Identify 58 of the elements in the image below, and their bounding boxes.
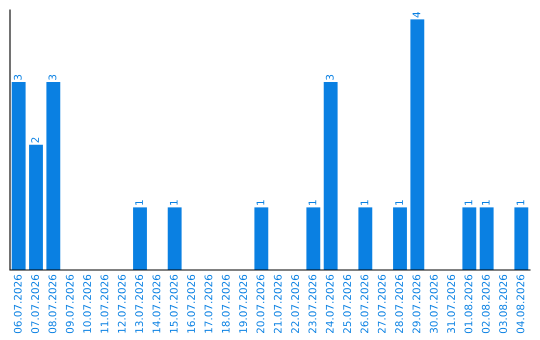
data-label: 1 (516, 200, 524, 205)
data-label: 1 (482, 200, 490, 205)
x-tick-label: 23.07.2026 (308, 274, 316, 334)
x-tick-label: 30.07.2026 (430, 274, 438, 334)
x-tick-label: 20.07.2026 (256, 274, 264, 334)
x-tick-label: 07.07.2026 (31, 274, 40, 334)
x-tick-label: 26.07.2026 (360, 274, 368, 334)
data-label: 1 (308, 200, 316, 205)
bar (462, 207, 476, 270)
x-tick-label: 03.08.2026 (499, 274, 508, 334)
bar (168, 207, 182, 270)
data-label: 1 (256, 200, 264, 205)
data-label: 1 (464, 200, 472, 205)
bar (393, 207, 407, 270)
x-tick-label: 11.07.2026 (100, 274, 108, 333)
x-tick-label: 12.07.2026 (118, 274, 126, 333)
bar (254, 207, 268, 270)
x-tick-label: 13.07.2026 (135, 274, 144, 333)
data-label: 1 (170, 200, 178, 205)
data-label: 3 (326, 74, 334, 80)
data-label: 3 (14, 74, 22, 80)
x-tick-label: 17.07.2026 (204, 274, 212, 333)
bar (514, 207, 528, 270)
x-tick-label: 10.07.2026 (83, 274, 92, 333)
bar (410, 19, 424, 270)
bar (29, 144, 43, 270)
x-tick-label: 27.07.2026 (378, 274, 386, 334)
bar (12, 82, 26, 270)
bar (306, 207, 320, 270)
x-tick-label: 31.07.2026 (447, 274, 456, 334)
x-tick-label: 01.08.2026 (464, 274, 472, 334)
x-tick-label: 24.07.2026 (326, 274, 334, 334)
data-label: 2 (31, 138, 39, 143)
data-label: 1 (395, 200, 403, 205)
x-tick-label: 28.07.2026 (395, 274, 404, 334)
x-tick-label: 06.07.2026 (14, 274, 22, 334)
data-label: 3 (48, 74, 56, 80)
x-tick-label: 22.07.2026 (291, 274, 300, 334)
x-tick-label: 18.07.2026 (222, 274, 230, 333)
bar (46, 82, 60, 270)
bar (358, 207, 372, 270)
bar (133, 207, 147, 270)
data-label: 1 (135, 200, 143, 205)
x-tick-label: 08.07.2026 (48, 274, 56, 334)
x-tick-label: 19.07.2026 (239, 274, 248, 333)
data-label: 4 (412, 12, 420, 18)
x-tick-label: 21.07.2026 (274, 274, 282, 334)
bar (480, 207, 494, 270)
x-tick-label: 29.07.2026 (412, 274, 420, 334)
x-tick-label: 16.07.2026 (187, 274, 196, 333)
x-tick-label: 09.07.2026 (66, 274, 74, 334)
x-tick-label: 04.08.2026 (516, 274, 524, 334)
x-tick-label: 25.07.2026 (343, 274, 352, 334)
x-tick-label: 14.07.2026 (152, 274, 160, 333)
bar (324, 82, 338, 270)
x-tick-label: 02.08.2026 (482, 274, 490, 334)
data-label: 1 (360, 200, 368, 205)
x-tick-label: 15.07.2026 (170, 274, 178, 333)
